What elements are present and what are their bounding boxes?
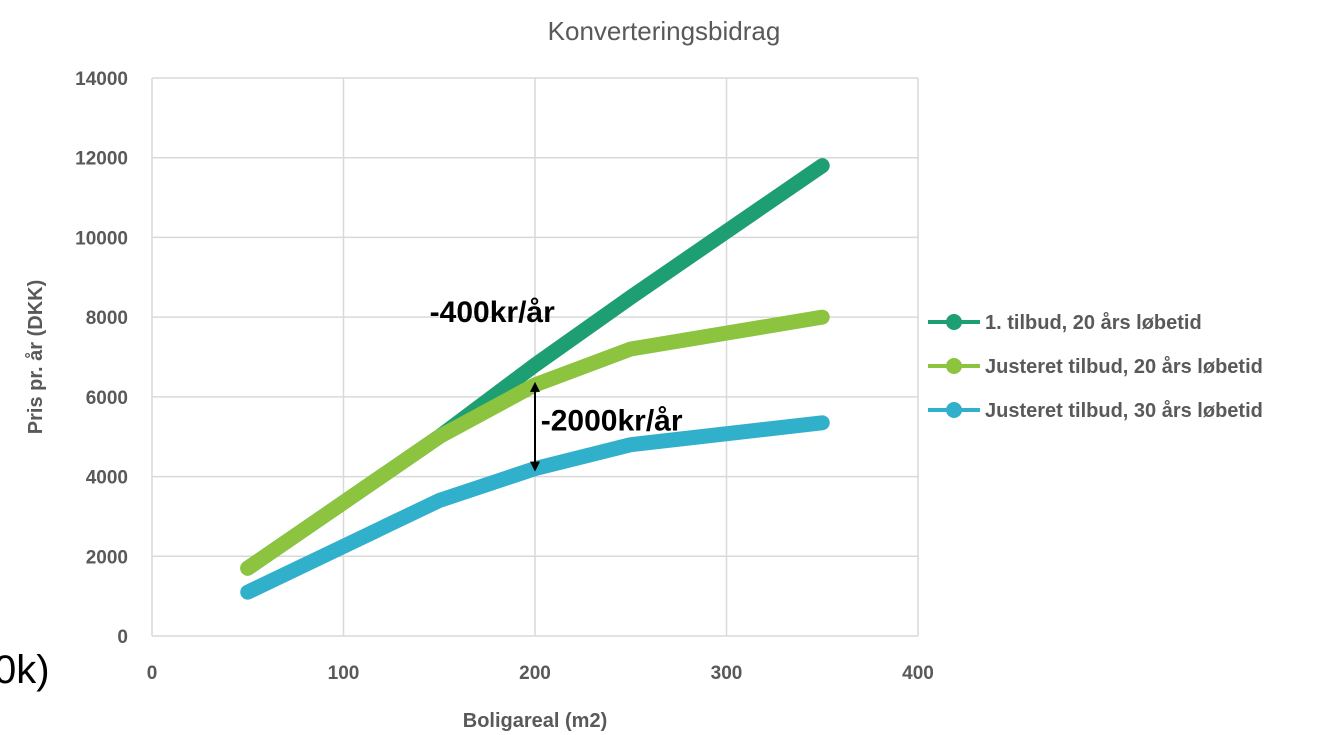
y-tick-label: 2000 (86, 547, 128, 568)
legend-marker (946, 358, 962, 374)
annotation-label: -400kr/år (430, 296, 555, 329)
legend-label: Justeret tilbud, 30 års løbetid (985, 399, 1263, 422)
y-tick-label: 14000 (75, 69, 128, 90)
legend: 1. tilbud, 20 års løbetid Justeret tilbud… (928, 311, 1263, 422)
legend-label: Justeret tilbud, 20 års løbetid (985, 355, 1263, 378)
x-axis-ticks: 0 100 200 300 400 (147, 663, 934, 684)
y-axis-ticks: 0 2000 4000 6000 8000 10000 12000 14000 (75, 69, 128, 648)
annotation-label: -2000kr/år (541, 405, 683, 438)
legend-label: 1. tilbud, 20 års løbetid (985, 311, 1202, 334)
legend-marker (946, 402, 962, 418)
x-tick-label: 300 (711, 663, 743, 684)
y-tick-label: 0 (117, 627, 128, 648)
x-axis-label: Boligareal (m2) (463, 710, 607, 732)
y-tick-label: 4000 (86, 468, 128, 489)
annotations: -400kr/år -2000kr/år (430, 296, 683, 472)
legend-marker (946, 314, 962, 330)
x-tick-label: 100 (328, 663, 360, 684)
x-tick-label: 0 (147, 663, 158, 684)
x-tick-label: 200 (519, 663, 551, 684)
cropped-edge-text: 0k) (0, 648, 50, 692)
y-tick-label: 10000 (75, 228, 128, 249)
chart-title: Konverteringsbidrag (548, 16, 781, 46)
y-axis-label: Pris pr. år (DKK) (24, 280, 47, 434)
y-tick-label: 12000 (75, 149, 128, 170)
y-tick-label: 8000 (86, 308, 128, 329)
grid (151, 77, 919, 637)
x-tick-label: 400 (902, 663, 934, 684)
y-tick-label: 6000 (86, 388, 128, 409)
